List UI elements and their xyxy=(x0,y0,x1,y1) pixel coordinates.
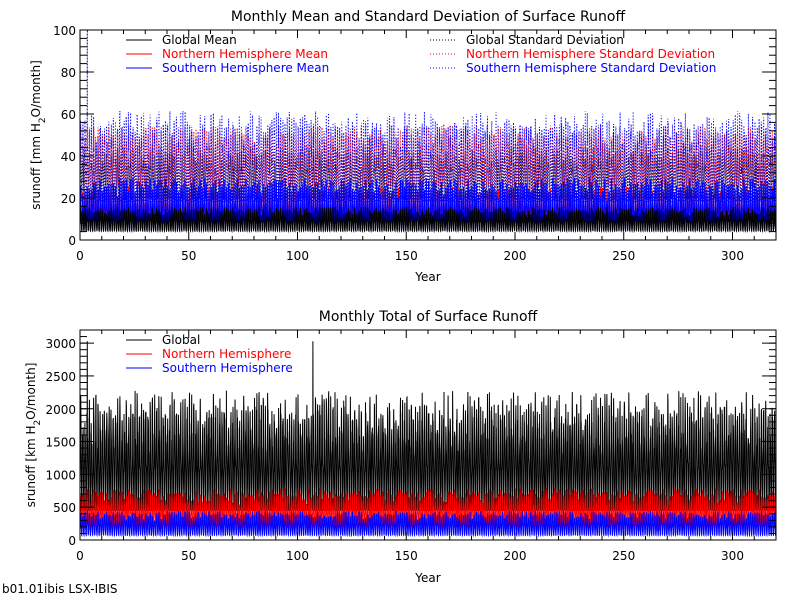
x-tick-label: 0 xyxy=(76,249,84,263)
legend-label: Global Standard Deviation xyxy=(466,33,624,47)
x-tick-label: 200 xyxy=(504,249,527,263)
bottom-plot: Monthly Total of Surface Runoff 0 50 100 15… xyxy=(24,309,777,585)
y-tick-label: 1500 xyxy=(45,436,76,450)
series-northern-hemisphere-standard-deviation xyxy=(80,125,776,189)
footer-label: b01.01ibis LSX-IBIS xyxy=(2,582,118,596)
y-tick-label: 100 xyxy=(53,24,76,38)
series-southern-hemisphere xyxy=(80,510,776,538)
x-tick-label: 100 xyxy=(286,549,309,563)
bottom-plot-xlabel: Year xyxy=(414,571,440,585)
x-tick-label: 50 xyxy=(181,549,196,563)
x-tick-label: 250 xyxy=(612,249,635,263)
series-global-mean xyxy=(80,206,776,234)
top-plot-title: Monthly Mean and Standard Deviation of S… xyxy=(231,9,626,25)
x-tick-label: 300 xyxy=(721,249,744,263)
x-tick-label: 150 xyxy=(395,249,418,263)
y-tick-label: 0 xyxy=(68,534,76,548)
y-tick-label: 0 xyxy=(68,234,76,248)
x-tick-label: 150 xyxy=(395,549,418,563)
series-global-standard-deviation xyxy=(80,146,776,201)
x-tick-label: 300 xyxy=(721,549,744,563)
x-tick-label: 250 xyxy=(612,549,635,563)
y-tick-label: 20 xyxy=(61,192,76,206)
y-tick-label: 3000 xyxy=(45,337,76,351)
y-tick-label: 1000 xyxy=(45,468,76,482)
legend-label: Southern Hemisphere Mean xyxy=(162,61,329,75)
y-tick-label: 500 xyxy=(53,501,76,515)
top-plot: Monthly Mean and Standard Deviation of S… xyxy=(29,9,777,284)
x-tick-label: 50 xyxy=(181,249,196,263)
legend-label: Northern Hemisphere Standard Deviation xyxy=(466,47,715,61)
x-tick-label: 100 xyxy=(286,249,309,263)
top-plot-series xyxy=(80,30,776,234)
legend-label: Global Mean xyxy=(162,33,237,47)
x-tick-label: 200 xyxy=(504,549,527,563)
y-tick-label: 2500 xyxy=(45,370,76,384)
bottom-plot-series xyxy=(80,341,776,538)
legend-label: Southern Hemisphere xyxy=(162,361,293,375)
bottom-plot-ylabel: srunoff [km H2O/month] xyxy=(24,363,43,508)
top-plot-xlabel: Year xyxy=(414,270,440,284)
legend-label: Northern Hemisphere xyxy=(162,347,291,361)
legend-entry xyxy=(122,33,352,47)
x-tick-label: 0 xyxy=(76,549,84,563)
legend-label: Northern Hemisphere Mean xyxy=(162,47,328,61)
series-global xyxy=(80,341,776,512)
bottom-plot-title: Monthly Total of Surface Runoff xyxy=(319,309,538,325)
legend-label: Southern Hemisphere Standard Deviation xyxy=(466,61,716,75)
top-plot-ticks: 0 50 100 150 200 250 300 0 20 40 60 80 100 xyxy=(53,24,777,263)
y-tick-label: 80 xyxy=(61,66,76,80)
top-plot-ylabel: srunoff [mm H2O/month] xyxy=(29,60,48,210)
y-tick-label: 2000 xyxy=(45,403,76,417)
legend-label: Global xyxy=(162,333,200,347)
series-southern-hemisphere-standard-deviation xyxy=(80,30,776,204)
y-tick-label: 60 xyxy=(61,108,76,122)
y-tick-label: 40 xyxy=(61,150,76,164)
bottom-plot-ticks: 0 50 100 150 200 250 3000500100015002000250030… xyxy=(45,329,777,563)
